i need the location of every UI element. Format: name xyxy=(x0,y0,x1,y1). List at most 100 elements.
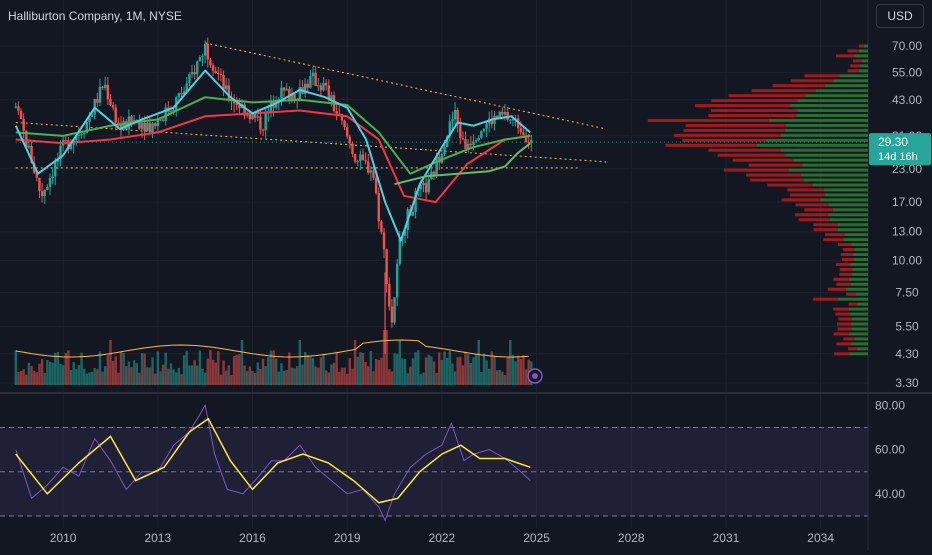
profile-bar-up xyxy=(852,267,868,271)
profile-bar-down xyxy=(843,337,855,341)
candle-body xyxy=(22,119,25,131)
candle-body xyxy=(274,102,278,108)
volume-bar xyxy=(235,354,238,385)
profile-bar-up xyxy=(851,243,868,247)
volume-bar xyxy=(248,366,252,385)
volume-bar xyxy=(119,351,123,385)
x-tick-label: 2028 xyxy=(618,531,645,545)
profile-bar-down xyxy=(673,133,781,137)
candle-body xyxy=(69,144,73,150)
profile-bar-up xyxy=(805,94,868,98)
candle-body xyxy=(169,110,173,112)
profile-bar-down xyxy=(836,54,854,58)
profile-bar-down xyxy=(682,138,766,142)
candle-body xyxy=(522,132,525,136)
volume-bar xyxy=(35,372,39,385)
candle-body xyxy=(324,82,328,86)
volume-bar xyxy=(27,362,31,385)
volume-bar xyxy=(422,372,425,385)
volume-bar xyxy=(393,353,396,385)
candle-body xyxy=(80,134,83,136)
ma-line-ma-slow-green xyxy=(394,142,531,186)
candle-body xyxy=(419,185,423,190)
candle-body xyxy=(30,145,33,164)
candle-body xyxy=(309,76,312,88)
candle-body xyxy=(75,136,78,140)
volume-bar xyxy=(253,373,257,385)
y-tick-label: 3.30 xyxy=(895,376,919,390)
volume-bar xyxy=(432,361,436,385)
profile-bar-down xyxy=(813,297,838,301)
candles xyxy=(14,37,533,354)
candle-body xyxy=(385,249,388,285)
candle-body xyxy=(469,143,473,146)
volume-bar xyxy=(64,352,67,385)
volume-bar xyxy=(285,369,288,385)
profile-bar-down xyxy=(858,44,864,48)
volume-bar xyxy=(319,357,323,385)
candle-body xyxy=(361,154,365,161)
volume-bar xyxy=(414,352,417,385)
candle-body xyxy=(35,172,39,178)
profile-bar-down xyxy=(850,64,861,68)
volume-bar xyxy=(332,362,336,385)
candle-body xyxy=(338,113,341,115)
candle-body xyxy=(259,116,262,130)
rsi-tick-label: 40.00 xyxy=(875,487,905,501)
candle-body xyxy=(54,161,57,177)
profile-bar-up xyxy=(825,84,868,88)
candle-body xyxy=(353,153,357,162)
candle-body xyxy=(159,119,162,121)
volume-bar xyxy=(382,330,386,385)
symbol-title[interactable]: Halliburton Company, 1M, NYSE xyxy=(8,9,182,23)
volume-bar xyxy=(466,354,470,385)
candle-body xyxy=(443,147,446,154)
y-tick-label: 10.00 xyxy=(892,254,922,268)
profile-bar-up xyxy=(827,213,868,217)
volume-bar xyxy=(30,366,33,385)
profile-bar-down xyxy=(836,322,851,326)
candle-body xyxy=(119,123,123,131)
support-trendline xyxy=(15,121,607,163)
currency-button[interactable]: USD xyxy=(876,4,924,28)
candle-body xyxy=(335,111,338,114)
axes: 2010 2013 2016 2019 2022 2025 2028 2031 2034 70.0… xyxy=(50,39,931,545)
candle-body xyxy=(77,134,81,137)
candle-body xyxy=(424,182,428,193)
y-tick-label: 70.00 xyxy=(892,39,922,53)
candle-body xyxy=(359,154,362,162)
candle-body xyxy=(461,138,465,140)
candle-body xyxy=(351,143,354,154)
volume-bar xyxy=(503,374,507,385)
volume-bar xyxy=(267,356,270,385)
candle-body xyxy=(104,84,107,89)
candle-body xyxy=(290,94,294,101)
profile-bar-down xyxy=(746,173,802,177)
profile-bar-up xyxy=(812,183,868,187)
candle-body xyxy=(380,221,383,233)
candle-body xyxy=(456,109,459,125)
candle-body xyxy=(243,104,246,116)
candle-body xyxy=(322,82,325,91)
profile-bar-down xyxy=(836,282,851,286)
candle-body xyxy=(117,122,120,124)
candle-body xyxy=(85,121,88,134)
profile-bar-up xyxy=(850,322,868,326)
profile-bar-up xyxy=(851,317,868,321)
volume-bar xyxy=(188,365,191,385)
volume-bar xyxy=(61,365,65,385)
volume-bar xyxy=(493,355,496,385)
candle-body xyxy=(98,86,102,103)
candle-body xyxy=(82,133,86,135)
candle-body xyxy=(503,111,507,115)
profile-bar-up xyxy=(863,44,868,48)
volume-bar xyxy=(169,363,173,385)
volume-bar xyxy=(132,360,136,385)
volume-bar xyxy=(143,353,146,385)
trendlines xyxy=(15,42,868,169)
volume-bar xyxy=(109,340,112,385)
profile-bar-down xyxy=(835,262,851,266)
candle-body xyxy=(340,113,344,121)
